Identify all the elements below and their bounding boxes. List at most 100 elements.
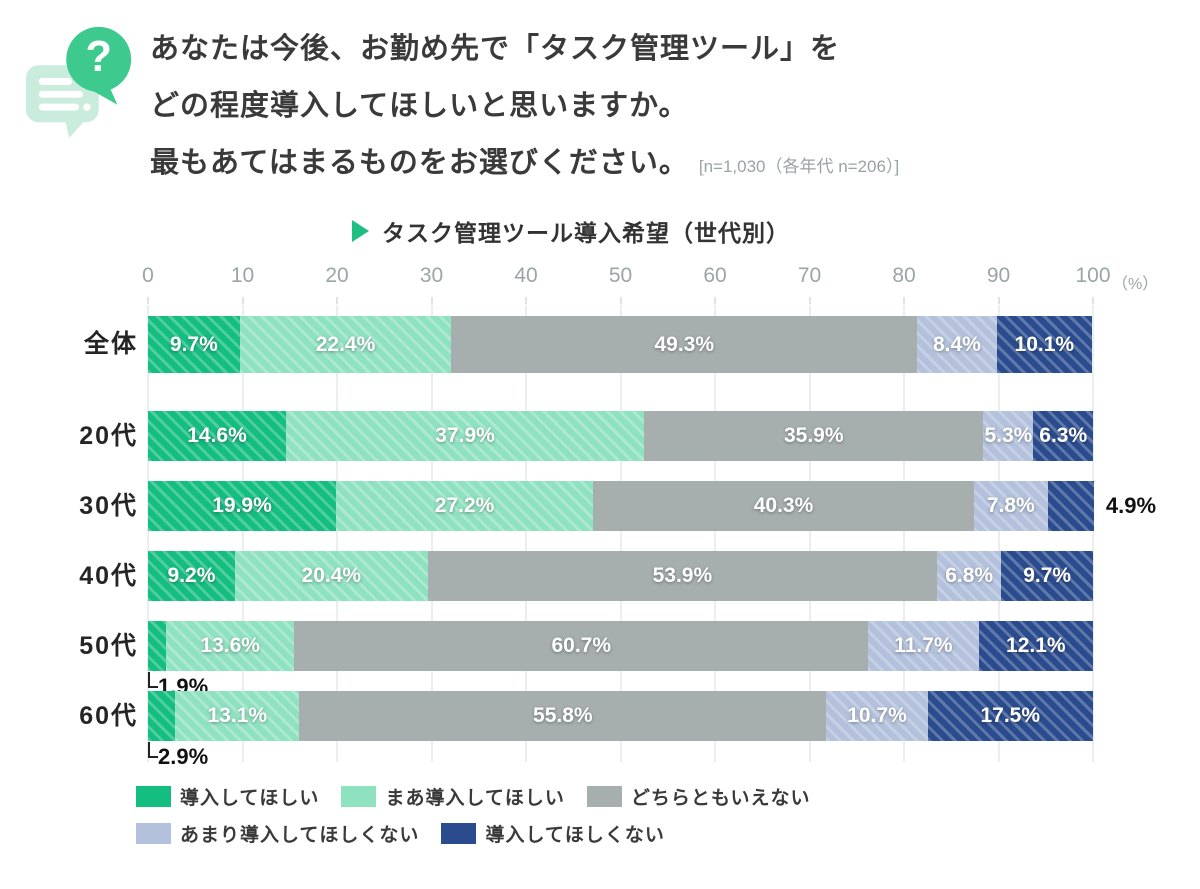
stacked-bar-row: 1.9% 13.6% 60.7% 11.7% 12.1% bbox=[148, 621, 1093, 699]
chart-title: タスク管理ツール導入希望（世代別） bbox=[352, 214, 790, 248]
segment-value-label: 53.9% bbox=[652, 564, 713, 587]
legend-color-swatch bbox=[441, 823, 477, 844]
gridline bbox=[525, 305, 527, 762]
axis-tick-label: 20 bbox=[325, 264, 349, 287]
segment-value-label: 14.6% bbox=[187, 424, 247, 447]
bar-segment: 17.5% bbox=[927, 691, 1093, 741]
chart-title-text: タスク管理ツール導入希望（世代別） bbox=[382, 220, 790, 246]
legend-item: まあ導入してほしい bbox=[341, 783, 564, 810]
axis-tick bbox=[808, 297, 811, 304]
segment-value-label: 4.9% bbox=[1105, 493, 1157, 518]
gridline bbox=[808, 305, 811, 762]
stacked-bar-row: 9.2% 20.4% 53.9% 6.8% 9.7% bbox=[148, 551, 1093, 601]
segment-value-label: 55.8% bbox=[533, 704, 593, 727]
bar-segment: 60.7% bbox=[294, 621, 869, 671]
legend-row: あまり導入してほしくない 導入してほしくない bbox=[136, 820, 811, 847]
question-speech-bubble-icon: ? bbox=[25, 26, 132, 139]
gridline bbox=[336, 305, 338, 762]
bar-segment: 12.1% bbox=[978, 621, 1093, 671]
gridline bbox=[147, 305, 149, 762]
bar-segment: 9.7% bbox=[1001, 551, 1093, 601]
bar-segment: 13.1% bbox=[175, 691, 300, 741]
gridline bbox=[903, 305, 905, 762]
segment-value-label: 60.7% bbox=[551, 634, 612, 657]
segment-value-label: 8.4% bbox=[932, 332, 981, 356]
segment-value-label: 10.1% bbox=[1014, 332, 1075, 356]
segment-value-label: 7.8% bbox=[986, 494, 1035, 517]
axis-tick bbox=[147, 297, 149, 304]
bar-segment: 13.6% bbox=[165, 621, 295, 671]
gridline bbox=[430, 305, 433, 762]
segment-value-label: 27.2% bbox=[434, 494, 495, 517]
segment-value-label: 6.8% bbox=[945, 564, 994, 587]
bar-segment: 19.9% bbox=[148, 481, 337, 531]
category-label: 40代 bbox=[79, 562, 138, 590]
bar-segment: 1.9% bbox=[148, 621, 208, 699]
axis-tick bbox=[525, 297, 527, 304]
bar-segment: 20.4% bbox=[234, 551, 428, 601]
bar-segment: 2.9% bbox=[148, 691, 208, 769]
axis-tick bbox=[1092, 297, 1094, 304]
segment-value-label: 9.7% bbox=[169, 332, 218, 356]
axis-tick-label: 100 bbox=[1075, 264, 1111, 287]
segment-value-label: 19.9% bbox=[212, 494, 272, 517]
triangle-bullet-icon bbox=[352, 220, 369, 242]
bar-segment: 11.7% bbox=[868, 621, 979, 671]
segment-value-label: 22.4% bbox=[315, 332, 376, 356]
bar-segment: 5.3% bbox=[983, 411, 1034, 461]
legend-color-swatch bbox=[341, 786, 377, 807]
legend-color-swatch bbox=[586, 786, 622, 807]
segment-value-label: 10.7% bbox=[847, 704, 907, 727]
segment-value-label: 6.3% bbox=[1039, 424, 1088, 447]
gridline bbox=[241, 305, 244, 762]
axis-unit-label: （%） bbox=[1112, 276, 1159, 293]
axis-tick-label: 90 bbox=[986, 264, 1011, 287]
axis-tick-label: 60 bbox=[703, 264, 727, 287]
bar-segment: 53.9% bbox=[427, 551, 938, 601]
question-line-1: あなたは今後、お勤め先で「タスク管理ツール」を bbox=[150, 33, 841, 65]
segment-value-label: 5.3% bbox=[984, 424, 1033, 447]
axis-tick-label: 40 bbox=[514, 264, 538, 287]
axis-tick-label: 0 bbox=[142, 264, 154, 287]
category-label: 30代 bbox=[79, 492, 138, 520]
question-line-3: 最もあてはまるものをお選びください。 [n=1,030（各年代 n=206）] bbox=[150, 147, 900, 179]
axis-tick bbox=[336, 297, 338, 304]
segment-value-label: 12.1% bbox=[1006, 634, 1066, 657]
segment-value-label: 20.4% bbox=[301, 564, 362, 587]
question-title: あなたは今後、お勤め先で「タスク管理ツール」を どの程度導入してほしいと思います… bbox=[150, 21, 899, 195]
gridline bbox=[619, 305, 622, 762]
category-label: 50代 bbox=[79, 632, 138, 660]
bar-segment: 55.8% bbox=[299, 691, 827, 741]
legend-item: 導入してほしい bbox=[136, 783, 319, 810]
category-label: 全体 bbox=[83, 330, 138, 358]
segment-value-label: 49.3% bbox=[654, 332, 715, 356]
segment-value-label: 2.9% bbox=[148, 741, 208, 770]
segment-value-label: 35.9% bbox=[783, 424, 844, 447]
chart-legend: 導入してほしい まあ導入してほしい どちらともいえない あまり導入してほしくない 導入し… bbox=[136, 783, 811, 847]
stacked-bar-row: 19.9% 27.2% 40.3% 7.8% 4.9% bbox=[148, 481, 1156, 531]
sample-size-note: [n=1,030（各年代 n=206）] bbox=[698, 157, 900, 176]
gridline bbox=[997, 305, 1000, 762]
bar-segment: 37.9% bbox=[285, 411, 645, 461]
bar-segment: 10.1% bbox=[996, 316, 1093, 373]
legend-color-swatch bbox=[136, 823, 171, 844]
gridline bbox=[714, 305, 716, 762]
bar-segment: 22.4% bbox=[239, 316, 452, 373]
axis-tick bbox=[430, 297, 433, 304]
bar-segment: 6.3% bbox=[1033, 411, 1093, 461]
axis-tick bbox=[903, 297, 905, 304]
legend-item: あまり導入してほしくない bbox=[136, 820, 419, 847]
bar-segment: 4.9% bbox=[1047, 481, 1156, 531]
legend-label: あまり導入してほしくない bbox=[180, 825, 420, 846]
legend-item: 導入してほしくない bbox=[441, 820, 664, 847]
gridline bbox=[1092, 305, 1094, 762]
segment-value-label: 9.7% bbox=[1023, 564, 1072, 587]
axis-tick bbox=[241, 297, 244, 304]
bar-segment: 9.7% bbox=[148, 316, 240, 373]
axis-tick-label: 70 bbox=[797, 264, 822, 287]
legend-label: 導入してほしい bbox=[180, 788, 320, 809]
bar-segment: 6.8% bbox=[937, 551, 1002, 601]
segment-value-label: 9.2% bbox=[167, 564, 216, 587]
axis-tick bbox=[619, 297, 622, 304]
